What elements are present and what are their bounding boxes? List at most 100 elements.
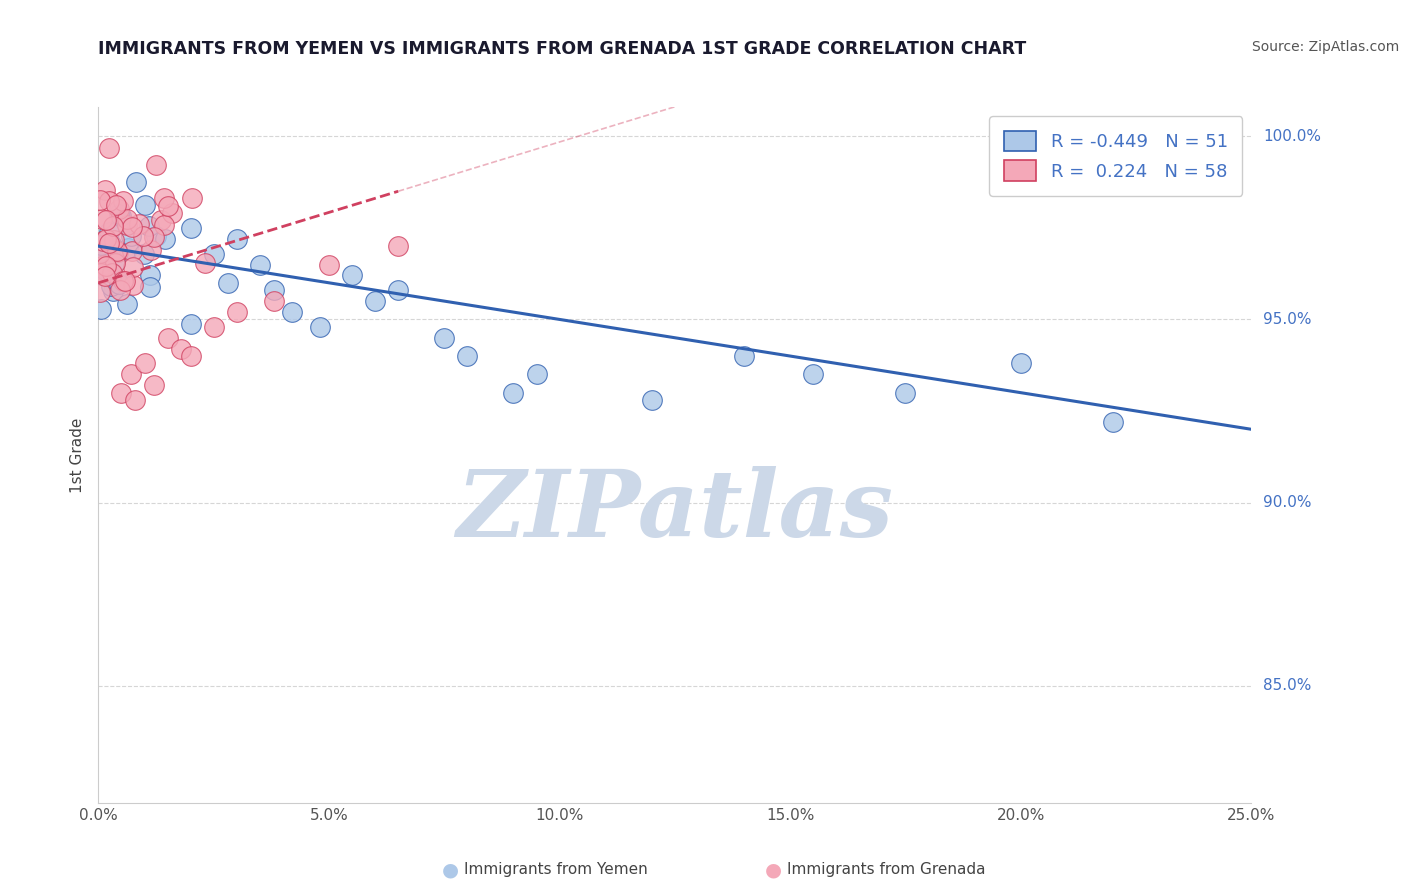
Point <box>122 277 145 292</box>
Point <box>94 212 117 227</box>
Text: 95.0%: 95.0% <box>1263 312 1312 327</box>
Point <box>93 234 115 248</box>
Point <box>101 266 124 280</box>
Point <box>1010 356 1032 370</box>
Point <box>170 342 193 356</box>
Point <box>194 256 217 270</box>
Point <box>103 233 125 247</box>
Point <box>89 193 111 207</box>
Point <box>181 191 204 205</box>
Point <box>180 220 202 235</box>
Point <box>155 232 177 246</box>
Point <box>142 378 165 392</box>
Point <box>90 245 112 260</box>
Point <box>110 210 132 224</box>
Point <box>202 319 225 334</box>
Point <box>387 283 409 297</box>
Text: Immigrants from Yemen: Immigrants from Yemen <box>464 863 648 877</box>
Point <box>100 279 122 293</box>
Text: ●: ● <box>441 860 458 880</box>
Point <box>526 368 548 382</box>
Point <box>97 194 120 208</box>
Point <box>107 245 129 260</box>
Point <box>180 318 202 332</box>
Point <box>733 349 755 363</box>
Point <box>138 219 160 233</box>
Point <box>108 207 131 221</box>
Point <box>117 241 139 255</box>
Point <box>94 183 117 197</box>
Point <box>90 266 112 280</box>
Point <box>90 212 112 227</box>
Point <box>502 385 524 400</box>
Point <box>124 392 146 407</box>
Point <box>263 283 285 297</box>
Point <box>160 206 183 220</box>
Point <box>456 349 478 363</box>
Text: 90.0%: 90.0% <box>1263 495 1312 510</box>
Point <box>121 244 143 259</box>
Point <box>143 230 166 244</box>
Point <box>112 274 135 288</box>
Point <box>120 368 142 382</box>
Text: 100.0%: 100.0% <box>1263 128 1320 144</box>
Point <box>145 228 167 243</box>
Point <box>104 198 127 212</box>
Point <box>94 268 117 283</box>
Point <box>139 268 162 282</box>
Point <box>94 232 117 246</box>
Point <box>180 349 202 363</box>
Point <box>1102 415 1125 429</box>
Point <box>90 302 112 317</box>
Point <box>90 238 112 252</box>
Point <box>105 244 128 258</box>
Point <box>433 331 456 345</box>
Point <box>150 212 173 227</box>
Point <box>263 294 285 309</box>
Point <box>100 271 122 285</box>
Point <box>387 239 409 253</box>
Point <box>225 305 247 319</box>
Point <box>132 229 155 244</box>
Point <box>120 229 142 244</box>
Point <box>117 219 139 233</box>
Point <box>152 219 174 233</box>
Legend: R = -0.449   N = 51, R =  0.224   N = 58: R = -0.449 N = 51, R = 0.224 N = 58 <box>990 116 1243 195</box>
Y-axis label: 1st Grade: 1st Grade <box>70 417 86 492</box>
Point <box>157 199 180 213</box>
Point <box>115 211 138 226</box>
Point <box>340 268 363 283</box>
Point <box>318 258 340 272</box>
Point <box>115 296 138 310</box>
Point <box>122 260 145 274</box>
Point <box>281 305 304 319</box>
Point <box>93 259 115 273</box>
Point <box>93 258 115 272</box>
Point <box>132 247 155 261</box>
Point <box>97 141 120 155</box>
Point <box>98 235 121 250</box>
Point <box>139 244 162 258</box>
Point <box>894 385 917 400</box>
Point <box>138 280 160 294</box>
Point <box>153 191 176 205</box>
Text: Immigrants from Grenada: Immigrants from Grenada <box>787 863 986 877</box>
Point <box>90 268 112 283</box>
Point <box>108 202 131 216</box>
Point <box>89 245 111 260</box>
Point <box>114 274 136 288</box>
Point <box>111 194 134 208</box>
Point <box>308 319 330 334</box>
Point <box>93 262 115 277</box>
Text: ZIPatlas: ZIPatlas <box>457 466 893 556</box>
Point <box>134 356 156 370</box>
Point <box>97 225 120 239</box>
Point <box>107 277 129 291</box>
Text: Source: ZipAtlas.com: Source: ZipAtlas.com <box>1251 40 1399 54</box>
Text: ●: ● <box>765 860 782 880</box>
Point <box>641 392 664 407</box>
Point <box>94 244 117 258</box>
Point <box>249 258 271 272</box>
Point <box>101 284 124 298</box>
Point <box>202 246 225 260</box>
